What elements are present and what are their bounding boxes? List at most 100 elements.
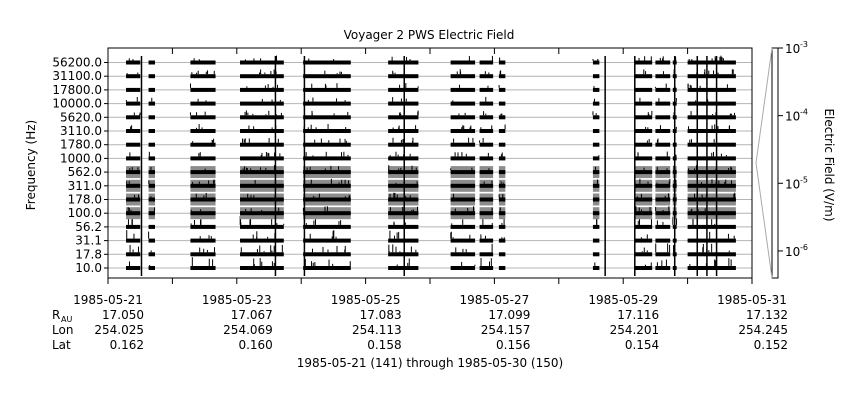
data-band	[450, 156, 476, 161]
data-band	[479, 60, 494, 65]
data-band	[479, 197, 494, 202]
y-tick-label: 1780.0	[60, 138, 102, 152]
data-band	[592, 101, 600, 106]
data-band	[634, 170, 653, 175]
data-band	[687, 211, 736, 216]
data-band	[498, 266, 506, 270]
ephem-lat-value: 0.158	[367, 338, 401, 352]
data-band	[190, 224, 216, 229]
data-band	[479, 101, 494, 106]
data-band	[450, 238, 476, 243]
data-band	[303, 156, 351, 161]
x-tick-labels: 1985-05-21 1985-05-23 1985-05-25 1985-05-27…	[73, 48, 787, 307]
data-band	[479, 238, 494, 243]
y-tick-label: 311.0	[68, 179, 102, 193]
data-band	[479, 142, 494, 147]
data-band	[148, 238, 156, 243]
data-band	[687, 142, 736, 147]
data-band	[148, 101, 156, 106]
data-band	[388, 142, 419, 147]
colorbar-tick-mantissa: 10	[785, 42, 800, 56]
data-band	[148, 252, 156, 257]
chart-title: Voyager 2 PWS Electric Field	[344, 28, 515, 42]
x-tick-label: 1985-05-27	[460, 293, 530, 307]
ephem-lon-value: 254.245	[738, 323, 788, 337]
data-band	[498, 238, 506, 243]
data-band	[498, 142, 506, 147]
data-band	[388, 170, 419, 175]
data-band	[498, 224, 506, 229]
ephem-r-sub: AU	[61, 315, 72, 324]
data-band	[687, 101, 736, 106]
data-band	[126, 211, 141, 216]
data-band	[240, 101, 284, 106]
data-band	[498, 101, 506, 106]
data-band	[498, 183, 506, 188]
data-band	[498, 74, 506, 79]
data-band	[126, 142, 141, 147]
data-band	[388, 238, 419, 243]
data-band	[303, 101, 351, 106]
colorbar-label: Electric Field (V/m)	[822, 108, 836, 221]
data-band	[240, 224, 284, 229]
x-tick-label: 1985-05-29	[588, 293, 658, 307]
data-band	[240, 170, 284, 175]
data-band	[240, 87, 284, 92]
ephem-lat-value: 0.154	[625, 338, 659, 352]
data-band	[687, 74, 736, 79]
data-band	[592, 266, 600, 270]
data-band	[687, 156, 736, 161]
colorbar: 10-310-410-510-6	[755, 40, 808, 279]
data-band	[687, 115, 736, 120]
data-band	[240, 211, 284, 216]
data-band	[240, 142, 284, 147]
data-band	[634, 74, 653, 79]
data-band	[592, 197, 600, 202]
ephem-lon-value: 254.157	[481, 323, 531, 337]
data-band	[303, 252, 351, 257]
data-band	[450, 87, 476, 92]
data-band	[190, 156, 216, 161]
data-band	[388, 74, 419, 79]
data-band	[148, 266, 156, 270]
data-band	[634, 60, 653, 65]
colorbar-tick-mantissa: 10	[785, 177, 800, 191]
data-band	[498, 60, 506, 65]
data-band	[126, 238, 141, 243]
x-tick-label: 1985-05-23	[202, 293, 272, 307]
data-band	[450, 60, 476, 65]
data-band	[498, 156, 506, 161]
data-band	[190, 183, 216, 188]
data-band	[126, 183, 141, 188]
data-band	[479, 129, 494, 133]
data-band	[450, 170, 476, 175]
ephem-r-value: 17.099	[488, 308, 530, 322]
y-tick-label: 17800.0	[52, 83, 102, 97]
ephem-r-value: 17.067	[231, 308, 273, 322]
data-band	[148, 74, 156, 79]
y-tick-label: 3110.0	[60, 124, 102, 138]
data-band	[655, 211, 671, 216]
data-band	[634, 266, 653, 270]
data-band	[450, 266, 476, 270]
y-tick-label: 562.0	[68, 165, 102, 179]
data-band	[655, 224, 671, 229]
data-band	[655, 170, 671, 175]
data-band	[592, 238, 600, 243]
y-tick-label: 56200.0	[52, 56, 102, 70]
data-band	[126, 266, 141, 270]
ephem-lat-value: 0.152	[754, 338, 788, 352]
ephem-lon-value: 254.201	[610, 323, 660, 337]
y-tick-label: 31.1	[75, 234, 102, 248]
data-band	[240, 156, 284, 161]
ephem-r-value: 17.116	[617, 308, 659, 322]
data-band	[687, 60, 736, 65]
data-band	[479, 115, 494, 120]
ephem-r-value: 17.050	[102, 308, 144, 322]
data-band	[634, 142, 653, 147]
data-band	[634, 129, 653, 133]
data-band	[126, 60, 141, 65]
y-tick-label: 17.8	[75, 247, 102, 261]
data-band	[634, 252, 653, 257]
data-band	[655, 60, 671, 65]
